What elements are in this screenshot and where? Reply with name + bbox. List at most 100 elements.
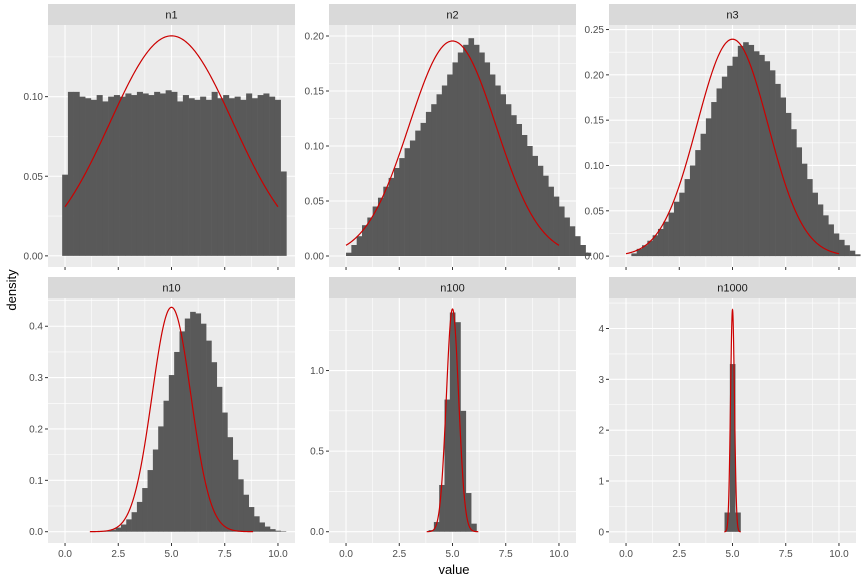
histogram-bar bbox=[574, 236, 581, 256]
normal-density-curve bbox=[345, 40, 560, 246]
normal-density-curve bbox=[426, 308, 479, 533]
histogram-bar bbox=[542, 175, 549, 256]
histogram-bar bbox=[174, 351, 180, 532]
histogram-bar bbox=[200, 323, 207, 532]
histogram-bar bbox=[240, 99, 247, 256]
y-tick-label: 0.15 bbox=[305, 87, 325, 98]
histogram-bar bbox=[79, 96, 86, 256]
histogram-bar bbox=[409, 140, 416, 256]
histogram-bar bbox=[631, 253, 637, 257]
histogram-bar bbox=[657, 228, 664, 257]
histogram-bar bbox=[110, 529, 116, 532]
histogram-bar bbox=[190, 311, 196, 532]
histogram-bar bbox=[163, 400, 170, 532]
facet-strip-n1 bbox=[48, 4, 295, 25]
histogram-bar bbox=[188, 98, 195, 256]
histogram-bar bbox=[684, 179, 691, 257]
histogram-bar bbox=[558, 206, 565, 256]
y-tick-label: 1.0 bbox=[310, 366, 324, 377]
histogram-bar bbox=[383, 186, 389, 256]
histogram-bar bbox=[211, 362, 218, 532]
histogram-bar bbox=[222, 412, 228, 532]
histogram-bar bbox=[737, 45, 744, 257]
histogram-bar bbox=[775, 83, 781, 257]
x-tick-label: 10.0 bbox=[829, 549, 849, 560]
histogram-bar bbox=[636, 248, 643, 257]
histogram-bar bbox=[168, 375, 175, 532]
histogram-bar bbox=[812, 192, 818, 257]
histogram-bar bbox=[473, 44, 480, 256]
histogram-bar bbox=[232, 459, 239, 532]
y-tick-label: 0.10 bbox=[305, 142, 325, 153]
y-tick-label: 0.00 bbox=[24, 251, 44, 262]
facet-panel-n3: n3 0.00 0.05 0.10 0.15 0.20 0.25 bbox=[585, 4, 861, 270]
histogram-bar bbox=[216, 386, 223, 532]
y-tick-label: 0.1 bbox=[29, 476, 43, 487]
histogram-bar bbox=[479, 52, 485, 256]
facet-strip-label: n3 bbox=[726, 10, 738, 22]
facet-panel-n100: n100 0.0 0.5 1.0 0.0 2.5 5.0 7.5 10.0 bbox=[310, 277, 576, 560]
x-tick-label: 5.0 bbox=[165, 549, 179, 560]
histogram-bar bbox=[200, 96, 207, 256]
histogram-bar bbox=[769, 70, 776, 257]
histogram-bar bbox=[548, 186, 554, 256]
histogram-bar bbox=[227, 437, 234, 532]
facet-strip-n3 bbox=[609, 4, 856, 25]
histogram-bar bbox=[136, 501, 143, 532]
histogram-bar bbox=[351, 245, 357, 256]
histogram-bar bbox=[404, 148, 411, 256]
histogram-bar bbox=[362, 225, 368, 256]
histogram-bar bbox=[142, 488, 148, 532]
histogram-bar bbox=[447, 74, 453, 256]
histogram-bar bbox=[431, 104, 437, 256]
histogram-bar bbox=[521, 135, 528, 256]
histogram-bar bbox=[700, 133, 707, 257]
histogram-bar bbox=[553, 196, 560, 256]
histogram-bar bbox=[248, 507, 255, 532]
facet-panel-n10: n10 0.0 0.1 0.2 0.3 0.4 0.0 2.5 5.0 7.5 10.0 bbox=[29, 277, 295, 560]
histogram-bar bbox=[642, 245, 648, 257]
histogram-bar bbox=[131, 512, 138, 532]
y-tick-label: 0.00 bbox=[585, 252, 605, 263]
histogram-bar bbox=[420, 122, 427, 257]
y-tick-label: 0.10 bbox=[585, 161, 605, 172]
y-tick-label: 0.05 bbox=[585, 206, 605, 217]
histogram-bar bbox=[154, 91, 161, 256]
y-tick-label: 3 bbox=[598, 375, 604, 386]
y-tick-label: 0.0 bbox=[310, 527, 324, 538]
histogram-bar bbox=[257, 95, 264, 256]
histogram-bar bbox=[460, 410, 467, 532]
histogram-bar bbox=[67, 91, 74, 256]
histogram-bar bbox=[195, 313, 202, 532]
histogram-bar bbox=[399, 158, 405, 256]
histogram-bar bbox=[238, 479, 244, 532]
histogram-bar bbox=[254, 516, 260, 532]
histogram-bar bbox=[668, 212, 675, 257]
histogram-bar bbox=[673, 201, 680, 257]
histogram-bar bbox=[463, 44, 469, 256]
facet-panels: n10.000.050.10n20.000.050.100.150.20n30.… bbox=[24, 4, 861, 560]
histogram-bar bbox=[436, 94, 443, 256]
y-tick-label: 0.0 bbox=[29, 527, 43, 538]
facet-panel-n1000: n1000 0 1 2 3 4 0.0 2.5 5.0 7.5 10.0 bbox=[598, 277, 856, 560]
x-axis-label: value bbox=[438, 562, 469, 577]
histogram-bar bbox=[735, 512, 741, 532]
normal-density-curve bbox=[64, 35, 279, 208]
histogram-bar bbox=[96, 95, 103, 256]
y-tick-label: 0.5 bbox=[310, 447, 324, 458]
y-tick-label: 0 bbox=[598, 527, 604, 538]
y-tick-label: 0.3 bbox=[29, 373, 43, 384]
y-tick-label: 0.25 bbox=[585, 25, 605, 36]
histogram-bar bbox=[125, 93, 132, 256]
histogram-bar bbox=[441, 85, 448, 256]
normal-density-curve bbox=[625, 38, 840, 255]
histogram-bar bbox=[131, 95, 138, 256]
histogram-bar bbox=[468, 38, 475, 257]
y-tick-label: 0.05 bbox=[24, 172, 44, 183]
histogram-bar bbox=[415, 130, 421, 256]
facet-strip-label: n1000 bbox=[717, 283, 748, 295]
histogram-bar bbox=[158, 426, 164, 532]
facet-panel-n1: n1 0.00 0.05 0.10 bbox=[24, 4, 295, 270]
histogram-bar bbox=[171, 91, 178, 256]
histogram-bar bbox=[228, 98, 235, 256]
